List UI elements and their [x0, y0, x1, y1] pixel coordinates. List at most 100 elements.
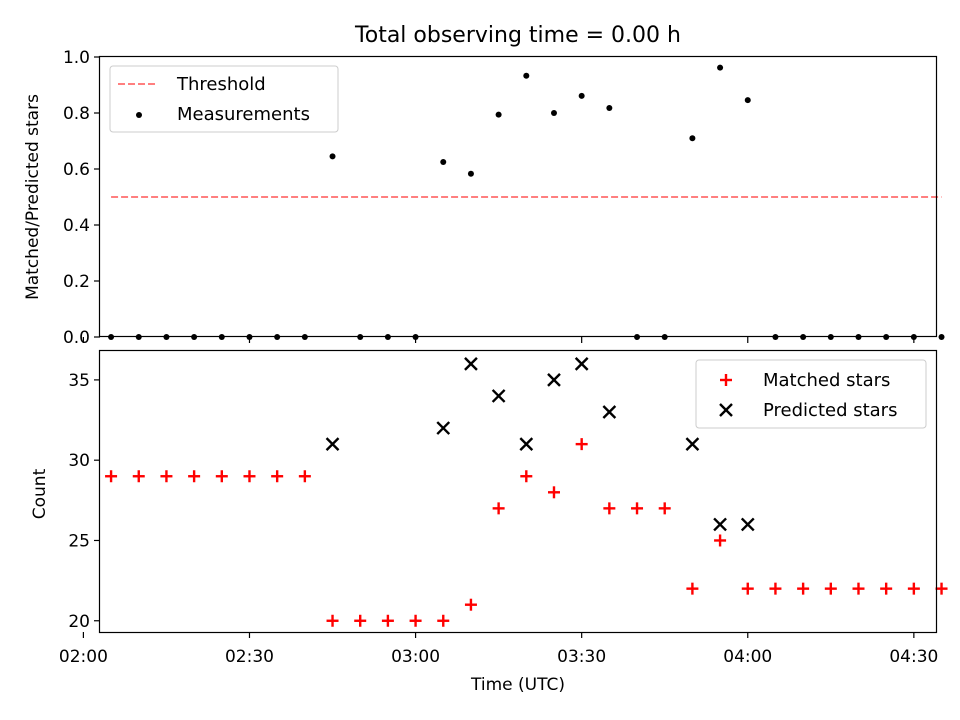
predicted-star-mark-b — [740, 517, 755, 532]
measurement-point — [467, 170, 474, 177]
measurement-point — [495, 111, 502, 118]
matched-star-point — [132, 470, 145, 483]
measurement-point — [440, 159, 447, 165]
measurement-point — [329, 153, 336, 160]
measurement-point — [744, 97, 751, 104]
chart-title: Total observing time = 0.00 h — [354, 23, 681, 48]
predicted-star-mark-b — [464, 356, 478, 371]
matched-star-point — [769, 582, 782, 595]
predicted-star-mark-b — [519, 437, 534, 451]
measurement-point — [938, 334, 945, 340]
count-y-tick-label: 20 — [68, 612, 90, 632]
legend-matched-label: Matched stars — [763, 370, 890, 391]
ratio-y-tick-label: 1.0 — [63, 48, 90, 68]
matched-star-point — [492, 502, 505, 515]
matched-star-point — [215, 470, 228, 483]
count-legend-frame — [695, 359, 927, 429]
count-series — [105, 356, 948, 627]
count-axes-frame — [98, 349, 938, 634]
predicted-star-point — [325, 437, 340, 451]
legend-measurements-label: Measurements — [177, 104, 310, 125]
predicted-star-point — [740, 517, 755, 532]
matched-star-point — [547, 486, 560, 499]
predicted-star-point — [574, 356, 589, 371]
matched-star-point — [824, 582, 837, 595]
measurement-point — [689, 135, 696, 142]
ratio-axes-frame — [98, 55, 938, 338]
matched-star-point — [409, 614, 422, 627]
x-tick-label: 04:30 — [889, 647, 938, 667]
matched-star-point — [714, 534, 727, 547]
ratio-y-label: Matched/Predicted stars — [23, 94, 43, 300]
measurement-point — [523, 72, 530, 79]
predicted-star-point — [464, 356, 478, 371]
count-y-tick-label: 30 — [68, 451, 90, 471]
matched-star-point — [160, 470, 173, 483]
ratio-y-tick-label: 0.8 — [63, 104, 90, 124]
legend-predicted-swatch — [719, 403, 733, 417]
predicted-star-mark-b — [436, 421, 451, 435]
ratio-legend: Threshold Measurements — [109, 65, 339, 133]
ratio-y-tick-label: 0.6 — [63, 160, 90, 180]
matched-star-point — [437, 614, 450, 627]
matched-star-point — [686, 582, 699, 595]
count-x-axis: 02:00 02:30 03:00 03:30 04:00 04:30 — [59, 632, 938, 667]
matched-star-point — [741, 582, 754, 595]
count-y-axis: 20 25 30 35 — [68, 371, 100, 632]
matched-star-point — [271, 470, 284, 483]
matched-star-point — [464, 598, 477, 611]
count-y-tick-label: 25 — [68, 531, 90, 551]
ratio-series — [108, 64, 945, 340]
matched-star-point — [326, 614, 339, 627]
matched-star-point — [907, 582, 920, 595]
matched-star-point — [354, 614, 367, 627]
matched-star-point — [105, 470, 118, 483]
x-tick-label: 04:00 — [723, 647, 772, 667]
matched-star-point — [575, 438, 588, 451]
predicted-star-mark-b — [325, 437, 340, 451]
ratio-panel: 0.0 0.2 0.4 0.6 0.8 1.0 Matched/Predicted sta… — [23, 48, 945, 348]
matched-star-point — [603, 502, 616, 515]
matched-star-point — [381, 614, 394, 627]
measurement-point — [606, 104, 613, 111]
x-tick-label: 03:00 — [391, 647, 440, 667]
matched-star-point — [188, 470, 201, 483]
matched-star-point — [243, 470, 256, 483]
predicted-star-point — [713, 517, 727, 532]
ratio-y-tick-label: 0.4 — [63, 216, 90, 236]
predicted-star-point — [602, 405, 617, 419]
predicted-star-mark-b — [491, 389, 506, 403]
legend-threshold-label: Threshold — [176, 74, 266, 95]
predicted-star-point — [685, 437, 700, 451]
matched-star-point — [520, 470, 533, 483]
ratio-y-tick-label: 0.2 — [63, 272, 90, 292]
predicted-star-point — [491, 389, 506, 403]
x-tick-label: 03:30 — [557, 647, 606, 667]
ratio-legend-frame — [109, 65, 339, 133]
measurement-point — [578, 92, 585, 99]
matched-star-point — [935, 582, 948, 595]
count-legend: Matched stars Predicted stars — [695, 359, 927, 429]
matched-star-point — [658, 502, 671, 515]
predicted-star-mark-b — [547, 373, 561, 387]
predicted-star-mark-b — [685, 437, 700, 451]
matched-star-point — [631, 502, 644, 515]
legend-measurements-swatch — [136, 112, 142, 118]
x-axis-label: Time (UTC) — [470, 675, 565, 695]
matched-star-point — [852, 582, 865, 595]
legend-predicted-label: Predicted stars — [763, 400, 897, 421]
measurement-point — [550, 110, 557, 116]
legend-matched-swatch — [720, 374, 732, 386]
predicted-star-mark-b — [574, 356, 589, 371]
predicted-star-mark-b — [602, 405, 617, 419]
matched-star-point — [797, 582, 810, 595]
predicted-star-point — [547, 373, 561, 387]
measurement-point — [717, 64, 724, 71]
count-y-label: Count — [30, 468, 50, 519]
matched-star-point — [298, 470, 311, 483]
x-tick-label: 02:30 — [225, 647, 274, 667]
count-y-tick-label: 35 — [68, 371, 90, 391]
x-tick-label: 02:00 — [59, 647, 108, 667]
